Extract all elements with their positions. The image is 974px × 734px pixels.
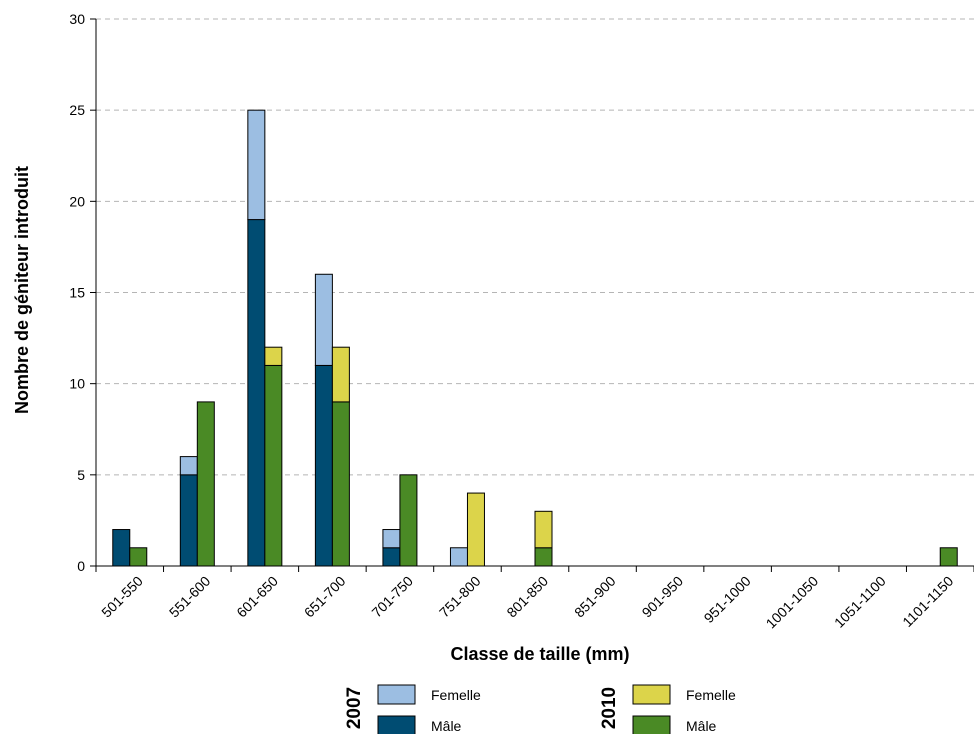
legend-swatch-2007-male — [377, 715, 416, 734]
x-tick-labels: 501-550 551-600 601-650 651-700 701-750 751-8… — [95, 566, 974, 632]
y-tick-label: 25 — [69, 102, 85, 118]
bar-2007-female-601-650 — [247, 109, 266, 221]
x-tick-label: 551-600 — [166, 573, 214, 621]
legend-label: Femelle — [686, 687, 736, 703]
bar-2010-male-501-550 — [129, 547, 148, 567]
bar-2010-female-801-850 — [534, 510, 553, 549]
bar-2010-male-601-650 — [264, 364, 283, 567]
bar-2007-female-751-800 — [449, 547, 468, 567]
y-tick-label: 10 — [69, 376, 85, 392]
bar-2007-male-701-750 — [382, 547, 401, 567]
bars — [112, 109, 958, 567]
x-axis-title: Classe de taille (mm) — [450, 644, 629, 664]
bar-2007-male-551-600 — [179, 474, 198, 567]
legend-year-2007: 2007 — [344, 687, 365, 729]
bar-2007-female-551-600 — [179, 456, 198, 476]
x-tick-label: 951-1000 — [701, 573, 754, 626]
bar-2007-female-651-700 — [314, 273, 333, 366]
bar-2010-female-601-650 — [264, 346, 283, 366]
bar-2007-female-701-750 — [382, 529, 401, 549]
x-tick-label: 851-900 — [571, 573, 619, 621]
x-tick-label: 1101-1150 — [899, 573, 956, 630]
legend: 2007 Femelle Mâle 2010 Femelle Mâle — [344, 684, 736, 734]
legend-swatch-2010-male — [632, 715, 671, 734]
legend-label: Mâle — [686, 718, 717, 734]
bar-2010-female-651-700 — [331, 346, 350, 403]
x-tick-label: 1051-1100 — [831, 573, 889, 631]
x-tick-label: 701-750 — [368, 573, 416, 621]
x-tick-label: 901-950 — [639, 573, 687, 621]
legend-label: Mâle — [431, 718, 462, 734]
y-tick-label: 0 — [77, 558, 85, 574]
bar-2007-male-501-550 — [112, 529, 131, 567]
x-tick-label: 651-700 — [301, 573, 349, 621]
y-tick-labels: 0 5 10 15 20 25 30 — [69, 11, 96, 574]
bar-2010-female-751-800 — [466, 492, 485, 567]
bar-2010-male-701-750 — [399, 474, 418, 567]
bar-2010-male-651-700 — [331, 401, 350, 567]
y-tick-label: 15 — [69, 285, 85, 301]
bar-2010-male-801-850 — [534, 547, 553, 567]
y-tick-label: 5 — [77, 467, 85, 483]
grid-lines — [96, 18, 974, 476]
x-tick-label: 801-850 — [503, 573, 551, 621]
x-tick-label: 501-550 — [98, 573, 146, 621]
bar-2010-male-551-600 — [196, 401, 215, 567]
x-tick-label: 601-650 — [233, 573, 281, 621]
x-tick-label: 751-800 — [436, 573, 484, 621]
y-tick-label: 20 — [69, 193, 85, 209]
legend-swatch-2010-female — [632, 684, 671, 705]
bar-2010-male-1101-1150 — [939, 547, 958, 567]
legend-year-2010: 2010 — [599, 687, 620, 729]
legend-label: Femelle — [431, 687, 481, 703]
y-tick-label: 30 — [69, 11, 85, 27]
legend-swatch-2007-female — [377, 684, 416, 705]
axes — [95, 19, 974, 567]
bar-2007-male-651-700 — [314, 364, 333, 567]
x-tick-label: 1001-1050 — [763, 573, 822, 632]
y-axis-title: Nombre de géniteur introduit — [12, 166, 32, 414]
bar-2007-male-601-650 — [247, 219, 266, 567]
